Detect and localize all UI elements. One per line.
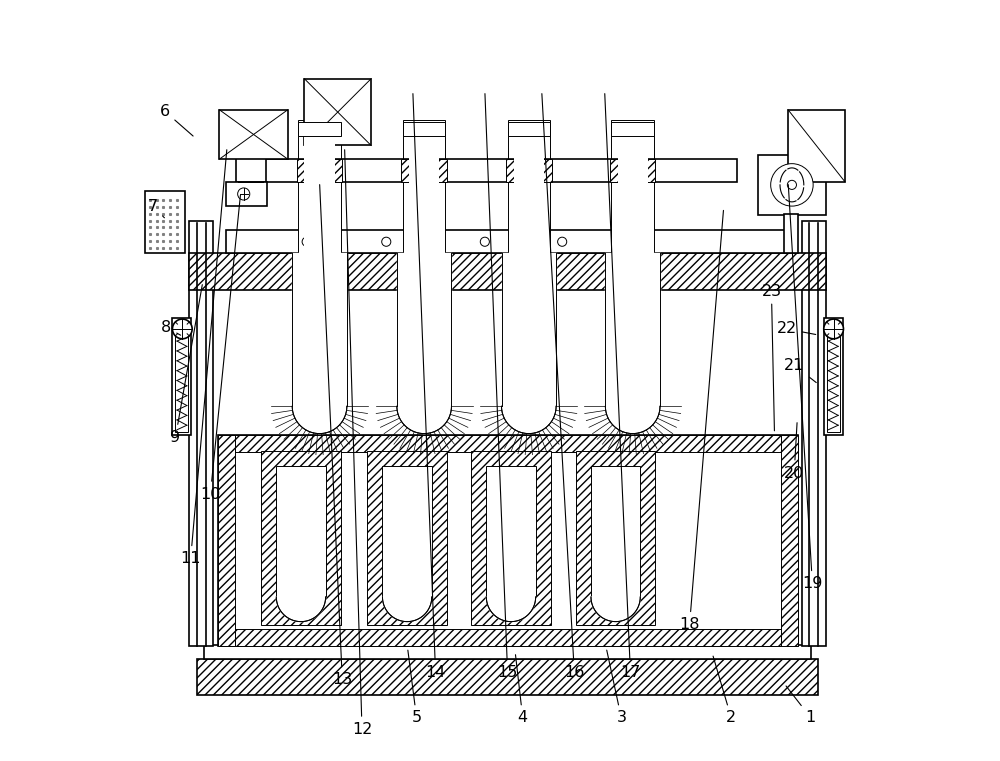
Bar bbox=[382, 466, 432, 597]
Bar bbox=[263, 159, 737, 182]
Polygon shape bbox=[382, 597, 432, 622]
Text: 10: 10 bbox=[200, 196, 240, 501]
Bar bbox=[236, 153, 266, 182]
Bar bbox=[827, 320, 840, 432]
Bar bbox=[824, 317, 843, 435]
Text: 22: 22 bbox=[776, 321, 816, 336]
Text: 13: 13 bbox=[320, 185, 352, 687]
Bar bbox=[367, 451, 447, 626]
Bar bbox=[298, 122, 341, 135]
Text: 23: 23 bbox=[761, 284, 782, 431]
Bar bbox=[298, 120, 341, 253]
Bar bbox=[204, 645, 811, 659]
Text: 2: 2 bbox=[713, 656, 736, 725]
Circle shape bbox=[787, 180, 796, 189]
Bar bbox=[175, 320, 188, 432]
Bar bbox=[226, 182, 267, 206]
Text: 1: 1 bbox=[786, 686, 816, 725]
Bar bbox=[172, 317, 191, 435]
Bar bbox=[189, 221, 213, 646]
Bar bbox=[226, 231, 790, 253]
Bar bbox=[297, 159, 342, 182]
Bar bbox=[781, 435, 798, 646]
Bar bbox=[784, 214, 798, 253]
Bar bbox=[403, 120, 445, 253]
Text: 15: 15 bbox=[485, 94, 518, 680]
Polygon shape bbox=[292, 406, 347, 434]
Bar bbox=[788, 110, 845, 182]
Text: 3: 3 bbox=[607, 650, 626, 725]
Text: 16: 16 bbox=[542, 94, 584, 680]
Text: 19: 19 bbox=[788, 185, 823, 591]
Bar bbox=[514, 127, 544, 247]
Bar bbox=[145, 191, 185, 253]
Text: 8: 8 bbox=[161, 320, 181, 335]
Bar bbox=[610, 159, 655, 182]
Text: 9: 9 bbox=[170, 285, 202, 445]
Bar bbox=[611, 120, 654, 253]
Bar bbox=[802, 221, 826, 646]
Bar bbox=[261, 451, 341, 626]
Bar bbox=[486, 466, 536, 597]
Polygon shape bbox=[605, 406, 660, 434]
Text: 11: 11 bbox=[180, 150, 227, 566]
Polygon shape bbox=[591, 597, 640, 622]
Text: 4: 4 bbox=[515, 654, 528, 725]
Bar bbox=[197, 659, 818, 695]
Bar bbox=[235, 629, 781, 646]
Bar bbox=[401, 159, 447, 182]
Polygon shape bbox=[397, 406, 451, 434]
Circle shape bbox=[172, 319, 192, 339]
Text: 17: 17 bbox=[605, 94, 641, 680]
Text: 12: 12 bbox=[345, 150, 372, 737]
Polygon shape bbox=[486, 597, 536, 622]
Text: 18: 18 bbox=[679, 210, 723, 632]
Text: 5: 5 bbox=[408, 650, 422, 725]
Bar bbox=[304, 127, 335, 247]
Bar bbox=[219, 110, 288, 159]
Text: 20: 20 bbox=[784, 422, 804, 480]
Bar bbox=[758, 154, 826, 215]
Bar bbox=[189, 253, 826, 289]
Bar bbox=[508, 122, 550, 135]
Text: 6: 6 bbox=[160, 103, 193, 136]
Text: 7: 7 bbox=[148, 199, 164, 218]
Circle shape bbox=[771, 164, 813, 206]
Text: 21: 21 bbox=[784, 358, 816, 383]
Bar bbox=[471, 451, 551, 626]
Circle shape bbox=[824, 319, 843, 339]
Bar bbox=[508, 120, 550, 253]
Bar bbox=[403, 122, 445, 135]
Bar bbox=[618, 127, 648, 247]
Bar bbox=[591, 466, 640, 597]
Bar bbox=[235, 435, 781, 452]
Polygon shape bbox=[276, 597, 326, 622]
Bar bbox=[409, 127, 439, 247]
Bar bbox=[304, 78, 371, 145]
Bar bbox=[611, 122, 654, 135]
Bar bbox=[276, 466, 326, 597]
Bar bbox=[218, 435, 235, 646]
Bar bbox=[218, 435, 798, 646]
Text: 14: 14 bbox=[413, 94, 446, 680]
Bar bbox=[506, 159, 552, 182]
Bar bbox=[576, 451, 655, 626]
Circle shape bbox=[238, 188, 250, 200]
Polygon shape bbox=[502, 406, 556, 434]
